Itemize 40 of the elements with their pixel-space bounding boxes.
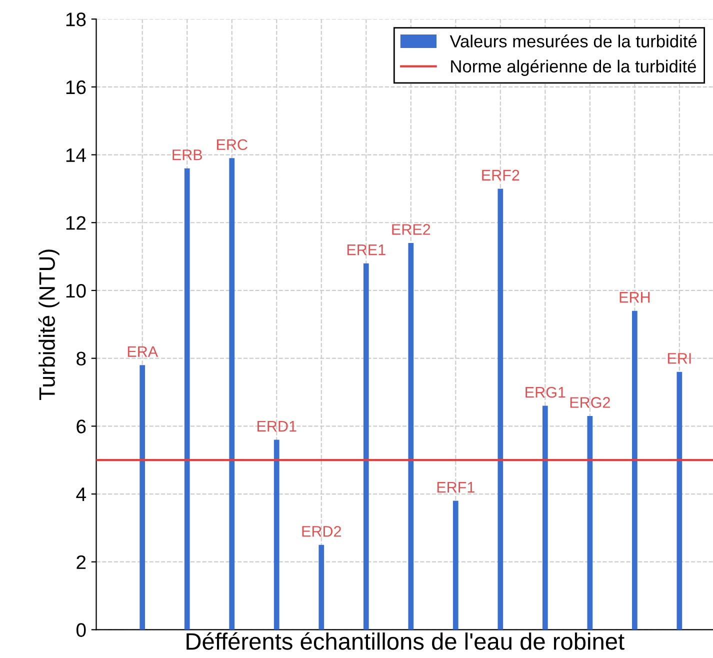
x-tick-label: ERG2 (570, 397, 610, 408)
y-tick-label: 12 (66, 216, 86, 230)
y-axis-title: Turbidité (NTU) (38, 250, 60, 400)
bar (587, 416, 593, 630)
x-tick-label: ERF1 (437, 482, 474, 493)
bar (632, 310, 638, 630)
y-tick-label: 18 (66, 12, 86, 26)
y-tick-label: 0 (76, 623, 86, 637)
bar (498, 188, 504, 630)
x-tick-label: ERF2 (482, 170, 520, 180)
bar (676, 372, 682, 630)
bar (408, 242, 414, 630)
x-tick-label: ERH (620, 292, 650, 303)
y-tick-label: 16 (66, 80, 86, 94)
bar (542, 406, 548, 630)
x-tick-label: ERI (668, 353, 691, 364)
bar (229, 158, 235, 630)
x-tick-label: ERB (172, 150, 202, 160)
bar (452, 500, 458, 630)
x-tick-label: ERA (128, 346, 158, 357)
bar (363, 263, 369, 630)
y-tick-label: 2 (76, 555, 86, 569)
x-tick-label: ERG1 (526, 386, 566, 398)
bar (274, 440, 280, 630)
legend-label: Norme algérienne de la turbidité (451, 60, 696, 76)
x-tick-label: ERE2 (392, 224, 430, 235)
x-tick-label: ERD2 (302, 526, 341, 537)
y-tick-label: 8 (76, 352, 86, 366)
y-tick-label: 10 (66, 284, 86, 298)
y-tick-label: 14 (66, 148, 86, 162)
x-tick-label: ERD1 (258, 420, 296, 432)
y-tick-label: 6 (76, 420, 86, 434)
bar (184, 168, 190, 630)
x-tick-label: ERE1 (347, 244, 386, 256)
legend-label: Valeurs mesurées de la turbidité (450, 34, 697, 48)
x-axis-title: Défférents échantillons de l'eau de robinet (186, 632, 624, 650)
y-tick-label: 4 (76, 488, 86, 502)
x-tick-label: ERC (216, 139, 248, 150)
bar (318, 544, 324, 630)
bar (140, 365, 146, 630)
